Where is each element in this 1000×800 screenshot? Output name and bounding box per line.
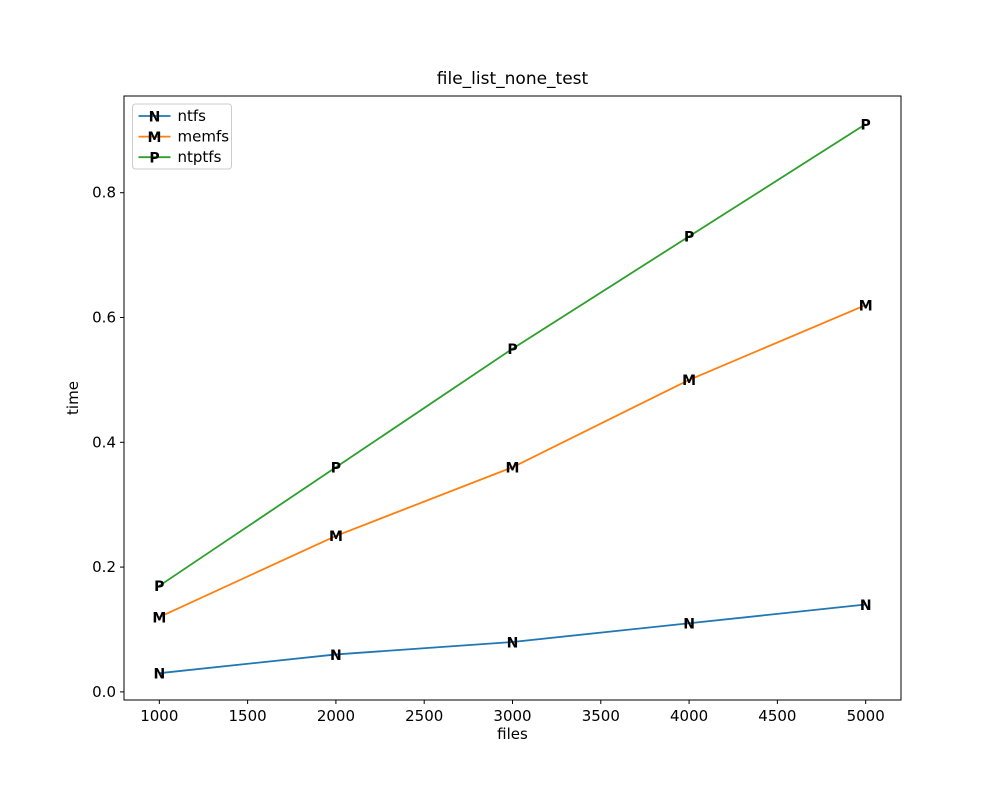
- x-tick-label: 2500: [405, 707, 443, 725]
- legend-marker-memfs: M: [148, 130, 162, 146]
- series-line-ntfs: [159, 603, 866, 675]
- x-tick-label: 5000: [847, 707, 885, 725]
- x-tick-label: 2000: [317, 707, 355, 725]
- y-tick-label: 0.6: [92, 309, 116, 327]
- series-line-memfs: [158, 304, 867, 618]
- series-marker-memfs: M: [682, 373, 696, 389]
- series-marker-ntptfs: P: [684, 230, 694, 246]
- series-marker-ntptfs: P: [331, 461, 341, 477]
- legend-box: [132, 103, 232, 170]
- y-tick-label: 0.8: [92, 184, 116, 202]
- x-tick-label: 1500: [229, 707, 267, 725]
- series-marker-memfs: M: [329, 529, 343, 545]
- legend-label-ntfs: ntfs: [178, 107, 207, 125]
- series-marker-ntfs: N: [860, 598, 872, 614]
- series-line-ntptfs: [158, 123, 867, 587]
- y-tick-label: 0.4: [92, 433, 116, 451]
- y-tick-label: 0.0: [92, 683, 116, 701]
- x-tick-label: 4500: [758, 707, 796, 725]
- chart-title: file_list_none_test: [437, 69, 589, 89]
- series-marker-ntptfs: P: [154, 579, 164, 595]
- series-marker-memfs: M: [859, 298, 873, 314]
- y-axis-label: time: [64, 381, 82, 415]
- series-marker-ntfs: N: [330, 648, 342, 664]
- series-marker-ntfs: N: [683, 617, 695, 633]
- series-marker-memfs: M: [152, 610, 166, 626]
- legend-label-memfs: memfs: [178, 128, 230, 146]
- legend-marker-ntptfs: P: [149, 151, 159, 167]
- axes-frame: [123, 95, 902, 701]
- legend-marker-ntfs: N: [149, 109, 161, 125]
- y-tick-label: 0.2: [92, 558, 116, 576]
- x-tick-label: 1000: [140, 707, 178, 725]
- series-marker-ntfs: N: [153, 666, 165, 682]
- plot-area: 1000 1500 2000 2500 3000 3500 4000 4500 5000 0.0 0…: [92, 95, 902, 725]
- series-marker-ntfs: N: [507, 635, 519, 651]
- x-tick-label: 3000: [493, 707, 531, 725]
- x-tick-label: 4000: [670, 707, 708, 725]
- series-marker-ntptfs: P: [861, 117, 871, 133]
- legend-label-ntptfs: ntptfs: [178, 148, 222, 166]
- series-marker-ntptfs: P: [507, 342, 517, 358]
- x-axis-label: files: [497, 725, 528, 743]
- x-tick-label: 3500: [582, 707, 620, 725]
- series-marker-memfs: M: [506, 461, 520, 477]
